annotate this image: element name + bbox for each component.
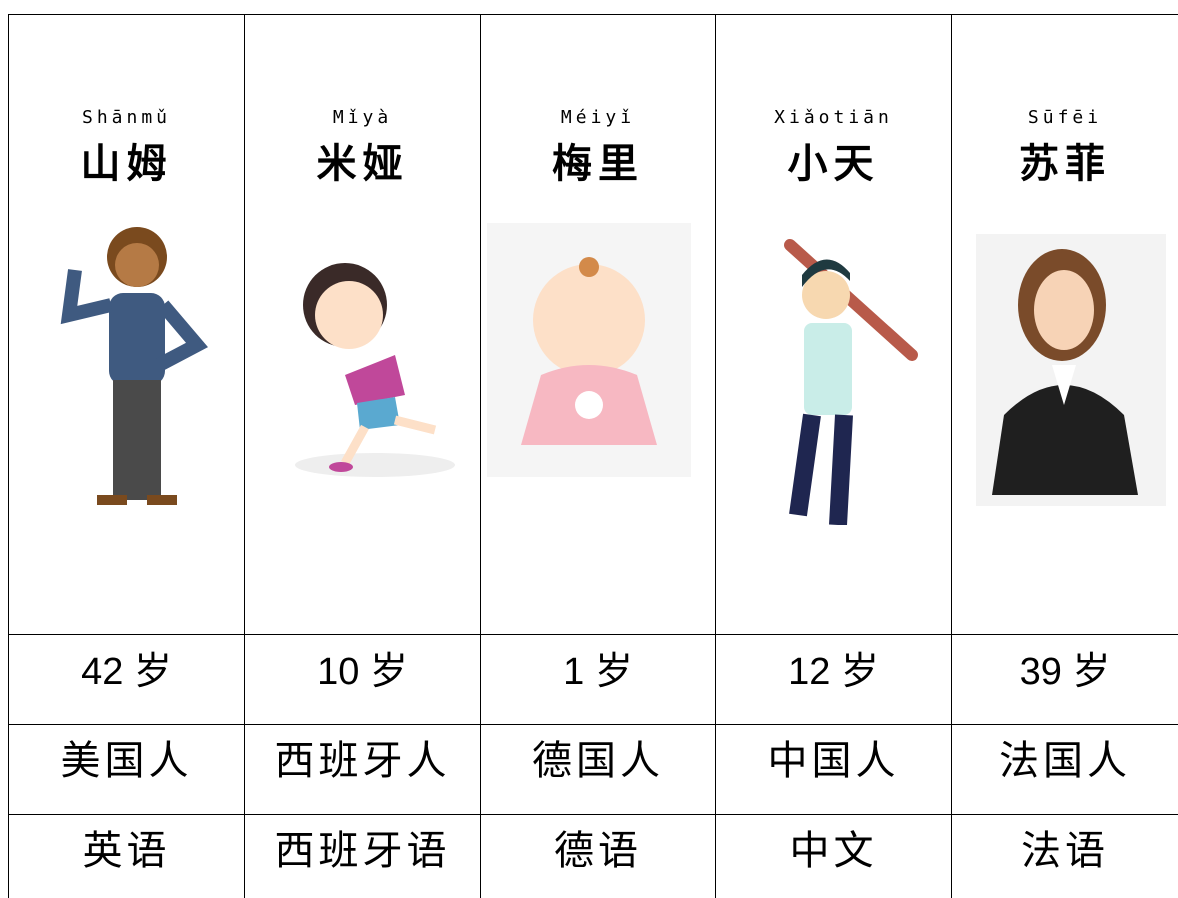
- illustration: [976, 234, 1166, 506]
- illustration: [60, 227, 208, 505]
- nationality-cell: 美国人: [8, 724, 244, 814]
- illustration: [784, 239, 918, 525]
- age-cell: 42 岁: [8, 634, 244, 724]
- name: 苏菲: [1019, 140, 1111, 187]
- header-cell: Méiyǐ 梅里: [480, 14, 715, 634]
- language-cell: 英语: [8, 814, 244, 898]
- language-cell: 西班牙语: [244, 814, 480, 898]
- pinyin: Xiǎotiān: [774, 107, 893, 128]
- age-cell: 39 岁: [951, 634, 1178, 724]
- nationality-cell: 中国人: [715, 724, 951, 814]
- pinyin: Méiyǐ: [560, 107, 636, 128]
- nationality-cell: 德国人: [480, 724, 715, 814]
- age-cell: 10 岁: [244, 634, 480, 724]
- name: 山姆: [80, 140, 173, 187]
- header-cell: Mǐyà 米娅: [244, 14, 480, 634]
- language-cell: 德语: [480, 814, 715, 898]
- illustration: [487, 223, 691, 477]
- table: Shānmǔ 山姆 42 岁美国人 英语 Mǐyà 米娅 10 岁西班牙人 西班牙语 Méiyǐ…: [8, 14, 1178, 898]
- illustration: [295, 263, 455, 477]
- language-cell: 中文: [715, 814, 951, 898]
- name: 梅里: [552, 140, 644, 187]
- name: 米娅: [316, 140, 409, 187]
- nationality-cell: 法国人: [951, 724, 1178, 814]
- nationality-cell: 西班牙人: [244, 724, 480, 814]
- language-cell: 法语: [951, 814, 1178, 898]
- pinyin: Sūfēi: [1027, 107, 1103, 128]
- age-cell: 1 岁: [480, 634, 715, 724]
- age-cell: 12 岁: [715, 634, 951, 724]
- pinyin: Shānmǔ: [81, 107, 172, 128]
- name: 小天: [787, 140, 880, 187]
- header-cell: Shānmǔ 山姆: [8, 14, 244, 634]
- header-cell: Sūfēi 苏菲: [951, 14, 1178, 634]
- header-cell: Xiǎotiān 小天: [715, 14, 951, 634]
- pinyin: Mǐyà: [332, 107, 393, 128]
